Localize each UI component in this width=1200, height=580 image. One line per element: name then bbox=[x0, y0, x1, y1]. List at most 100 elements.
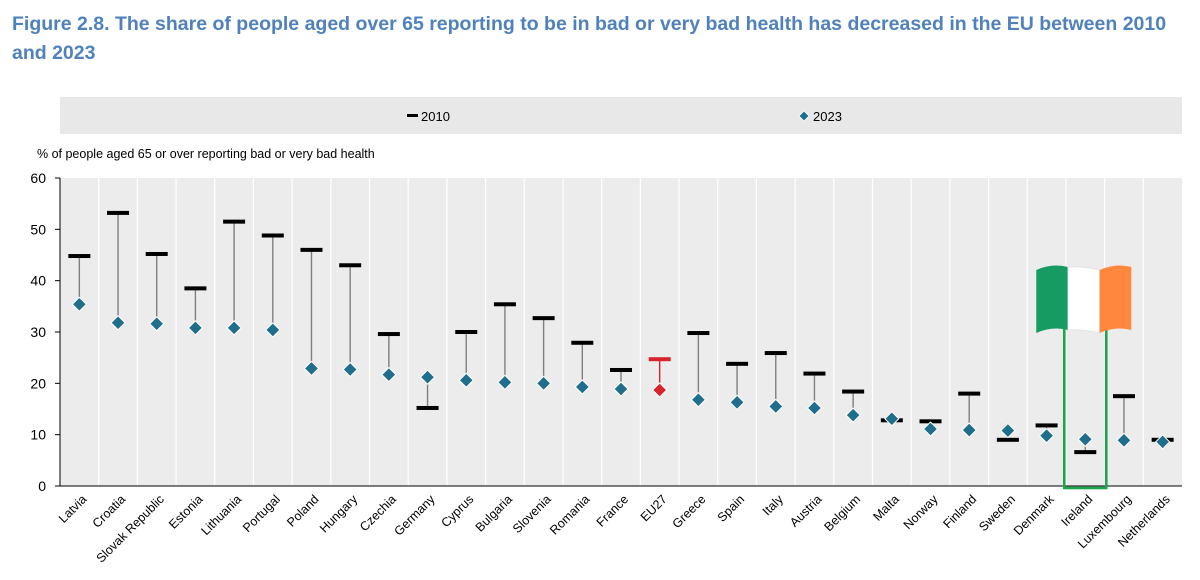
category-finland bbox=[958, 391, 981, 438]
category-germany bbox=[416, 369, 439, 410]
marker-2010 bbox=[532, 316, 555, 321]
marker-2010 bbox=[571, 340, 594, 345]
legend-dash-marker bbox=[407, 114, 418, 117]
marker-2023 bbox=[806, 400, 823, 416]
marker-2010 bbox=[184, 286, 207, 291]
y-tick-label: 0 bbox=[38, 478, 46, 494]
marker-2023 bbox=[1154, 434, 1171, 450]
marker-2010 bbox=[687, 331, 710, 336]
category-eu27 bbox=[648, 357, 671, 398]
category-slovak-republic bbox=[145, 251, 168, 332]
legend-item-2023: 2023 bbox=[798, 109, 842, 124]
marker-2023 bbox=[961, 422, 977, 438]
marker-2023 bbox=[110, 315, 126, 331]
category-portugal bbox=[261, 233, 284, 338]
plot-area bbox=[60, 178, 1182, 486]
category-ireland bbox=[1074, 431, 1097, 455]
category-czechia bbox=[377, 332, 400, 383]
category-lithuania bbox=[223, 219, 246, 336]
marker-2010 bbox=[416, 405, 439, 410]
marker-2010 bbox=[1035, 423, 1058, 428]
marker-2023 bbox=[1000, 422, 1016, 439]
marker-2023 bbox=[768, 398, 784, 415]
marker-2010 bbox=[764, 351, 787, 356]
marker-2023 bbox=[1077, 431, 1093, 447]
marker-2023 bbox=[651, 382, 668, 398]
marker-2023 bbox=[690, 392, 707, 408]
legend-box bbox=[60, 97, 1182, 134]
x-tick-label: Italy bbox=[760, 492, 787, 519]
category-bulgaria bbox=[493, 302, 516, 391]
marker-2010 bbox=[493, 302, 516, 307]
x-tick-label: Cyprus bbox=[438, 492, 476, 530]
category-greece bbox=[687, 331, 710, 408]
grid bbox=[98, 178, 1144, 486]
x-tick-label: Greece bbox=[670, 492, 709, 531]
marker-2023 bbox=[265, 322, 281, 338]
category-romania bbox=[571, 340, 594, 395]
x-tick-label: Denmark bbox=[1011, 492, 1057, 538]
marker-2023 bbox=[303, 360, 320, 377]
x-tick-label: Belgium bbox=[821, 492, 863, 534]
marker-2010 bbox=[68, 254, 91, 259]
marker-2023 bbox=[419, 369, 436, 385]
x-tick-label: Spain bbox=[715, 492, 748, 525]
marker-2010 bbox=[377, 332, 400, 337]
marker-2023 bbox=[458, 372, 474, 388]
marker-2010 bbox=[145, 251, 168, 256]
category-poland bbox=[300, 247, 323, 377]
marker-2010 bbox=[610, 367, 632, 372]
category-france bbox=[610, 367, 632, 397]
category-hungary bbox=[339, 263, 362, 378]
marker-2010 bbox=[107, 210, 130, 215]
y-tick-label: 10 bbox=[30, 427, 46, 443]
ireland-annotation bbox=[1036, 265, 1132, 490]
x-tick-label: Slovenia bbox=[510, 492, 554, 536]
marker-2010 bbox=[958, 391, 981, 396]
marker-2010 bbox=[842, 389, 865, 394]
marker-2010 bbox=[803, 371, 826, 376]
marker-2010 bbox=[726, 361, 749, 366]
x-tick-label: Latvia bbox=[56, 492, 90, 526]
category-luxembourg bbox=[1112, 394, 1135, 449]
marker-2010 bbox=[996, 437, 1019, 442]
x-tick-label: Norway bbox=[901, 492, 941, 532]
marker-2010 bbox=[1074, 450, 1097, 455]
marker-2023 bbox=[342, 361, 358, 378]
y-tick-label: 30 bbox=[30, 324, 46, 340]
x-tick-label: Austria bbox=[787, 492, 824, 529]
x-tick-label: Portugal bbox=[240, 492, 283, 535]
x-tick-label: Poland bbox=[284, 492, 321, 529]
x-tick-label: Lithuania bbox=[198, 492, 244, 538]
category-malta bbox=[880, 411, 903, 427]
category-estonia bbox=[184, 286, 207, 336]
category-latvia bbox=[68, 254, 91, 312]
y-tick-label: 50 bbox=[30, 221, 46, 237]
ireland-flag-icon bbox=[1036, 265, 1132, 334]
marker-2010 bbox=[223, 219, 246, 224]
category-norway bbox=[919, 419, 942, 437]
flag-stripe bbox=[1036, 265, 1068, 333]
y-tick-label: 20 bbox=[30, 375, 46, 391]
marker-2023 bbox=[187, 320, 204, 336]
x-tick-label: Germany bbox=[391, 492, 438, 539]
y-axis-label: % of people aged 65 or over reporting ba… bbox=[37, 147, 375, 161]
category-croatia bbox=[107, 210, 130, 331]
flag-stripe bbox=[1067, 266, 1101, 334]
marker-2010 bbox=[300, 247, 323, 252]
marker-2023 bbox=[922, 421, 939, 437]
x-tick-label: Finland bbox=[940, 492, 979, 531]
x-tick-label: Hungary bbox=[317, 492, 361, 536]
category-sweden bbox=[996, 422, 1019, 442]
marker-2023 bbox=[613, 381, 629, 397]
marker-2023 bbox=[845, 407, 861, 423]
y-tick-label: 40 bbox=[30, 273, 46, 289]
category-netherlands bbox=[1151, 434, 1174, 450]
x-tick-label: Romania bbox=[547, 492, 592, 537]
marker-2010 bbox=[1112, 394, 1135, 399]
marker-2023 bbox=[729, 394, 745, 411]
category-slovenia bbox=[532, 316, 555, 392]
marker-2010 bbox=[648, 357, 671, 362]
marker-2010 bbox=[261, 233, 284, 238]
